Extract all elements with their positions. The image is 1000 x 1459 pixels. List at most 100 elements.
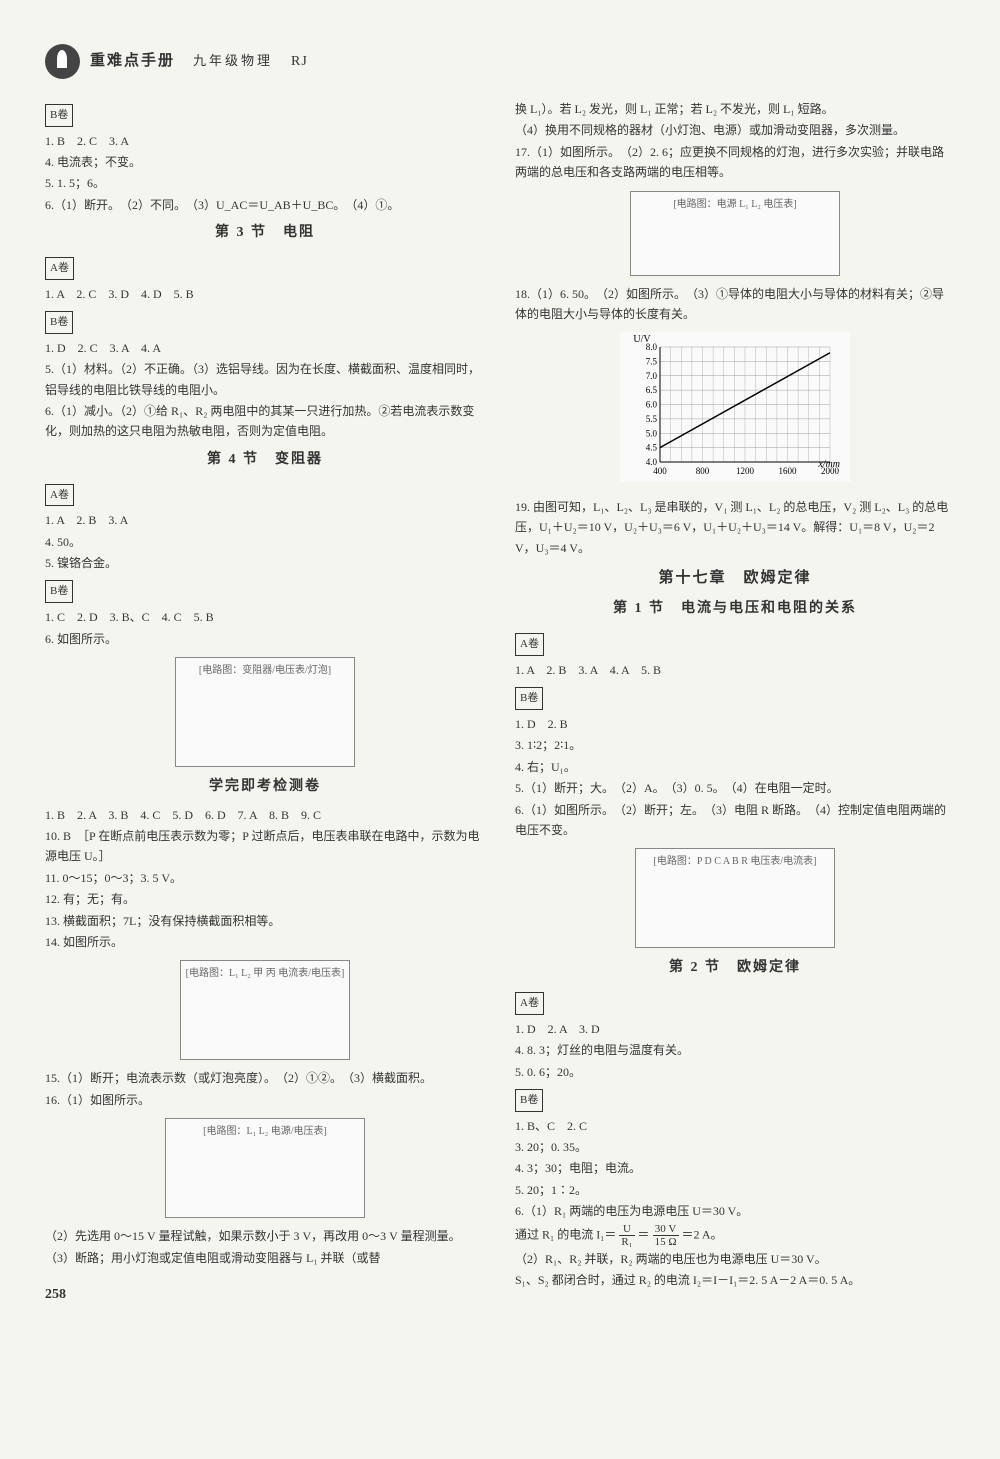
answer-line: 3. 20；0. 35。	[515, 1137, 955, 1157]
answer-line: 16.（1）如图所示。	[45, 1090, 485, 1110]
answer-line: 5.（1）断开；大。 （2）A。 （3）0. 5。 （4）在电阻一定时。	[515, 778, 955, 798]
answer-line: 6.（1）断开。 （2）不同。 （3）U_AC＝U_AB＋U_BC。 （4）①。	[45, 195, 485, 215]
answer-line: 14. 如图所示。	[45, 932, 485, 952]
answer-line: 1. D 2. C 3. A 4. A	[45, 338, 485, 358]
answer-line: 1. C 2. D 3. B、C 4. C 5. B	[45, 607, 485, 627]
answer-line: 10. B ［P 在断点前电压表示数为零；P 过断点后，电压表串联在电路中，示数…	[45, 826, 485, 867]
svg-text:U/V: U/V	[633, 334, 651, 345]
answer-line: 3. 1∶2；2∶1。	[515, 735, 955, 755]
circuit-diagram-icon: [电路图：L₁ L₂ 电源/电压表]	[165, 1118, 365, 1218]
page-header: 重难点手册 九年级物理 RJ	[45, 40, 955, 83]
svg-text:6.5: 6.5	[646, 385, 658, 395]
left-column: B卷 1. B 2. C 3. A 4. 电流表；不变。 5. 1. 5；6。 …	[45, 98, 485, 1307]
answer-line: （4）换用不同规格的器材（小灯泡、电源）或加滑动变阻器，多次测量。	[515, 120, 955, 140]
answer-line: 1. D 2. A 3. D	[515, 1019, 955, 1039]
badge-b: B卷	[45, 311, 73, 334]
section-title-3: 第 3 节 电阻	[45, 221, 485, 245]
answer-line: 1. A 2. B 3. A 4. A 5. B	[515, 660, 955, 680]
answer-line: 18.（1）6. 50。 （2）如图所示。 （3）①导体的电阻大小与导体的材料有…	[515, 284, 955, 325]
fraction-denominator: 15 Ω	[653, 1236, 679, 1248]
svg-text:x/mm: x/mm	[817, 459, 840, 470]
answer-line: （2）R₁、R₂ 并联，R₂ 两端的电压也为电源电压 U＝30 V。	[515, 1249, 955, 1269]
answer-line: 5.（1）材料。（2）不正确。（3）选铝导线。因为在长度、横截面积、温度相同时，…	[45, 359, 485, 400]
figure-5: [电路图：P D C A B R 电压表/电流表]	[515, 848, 955, 948]
answer-line: 12. 有；无；有。	[45, 889, 485, 909]
answer-line: 17.（1）如图所示。 （2）2. 6；应更换不同规格的灯泡，进行多次实验；并联…	[515, 142, 955, 183]
svg-text:7.5: 7.5	[646, 357, 658, 367]
answer-line: 6.（1）如图所示。 （2）断开；左。 （3）电阻 R 断路。 （4）控制定值电…	[515, 800, 955, 841]
answer-line: 1. D 2. B	[515, 714, 955, 734]
chapter-17-title: 第十七章 欧姆定律	[515, 566, 955, 592]
svg-text:5.0: 5.0	[646, 429, 658, 439]
section-17-1-title: 第 1 节 电流与电压和电阻的关系	[515, 597, 955, 621]
svg-text:1600: 1600	[779, 466, 798, 476]
answer-line: 1. B 2. A 3. B 4. C 5. D 6. D 7. A 8. B …	[45, 805, 485, 825]
answer-line: 4. 8. 3；灯丝的电阻与温度有关。	[515, 1040, 955, 1060]
answer-line: 6.（1）减小。（2）①给 R₁、R₂ 两电阻中的其某一只进行加热。②若电流表示…	[45, 401, 485, 442]
answer-line: 15.（1）断开；电流表示数（或灯泡亮度）。 （2）①②。 （3）横截面积。	[45, 1068, 485, 1088]
badge-a: A卷	[45, 257, 74, 280]
fraction-numerator: U	[619, 1223, 634, 1236]
header-subtitle: 九年级物理	[193, 50, 273, 72]
badge-a: A卷	[45, 484, 74, 507]
fraction-denominator: R₁	[619, 1236, 634, 1248]
figure-3: [电路图：L₁ L₂ 电源/电压表]	[45, 1118, 485, 1218]
figure-4: [电路图：电源 L₁ L₂ 电压表]	[515, 191, 955, 276]
answer-line: 1. B、C 2. C	[515, 1116, 955, 1136]
answer-line: 6. 如图所示。	[45, 629, 485, 649]
section-17-2-title: 第 2 节 欧姆定律	[515, 956, 955, 980]
line-chart-icon: 4.04.55.05.56.06.57.07.58.0 400800120016…	[620, 332, 850, 482]
content-columns: B卷 1. B 2. C 3. A 4. 电流表；不变。 5. 1. 5；6。 …	[45, 98, 955, 1307]
answer-line: 5. 1. 5；6。	[45, 173, 485, 193]
answer-line: 6.（1）R₁ 两端的电压为电源电压 U＝30 V。	[515, 1201, 955, 1221]
answer-line: 4. 右；U₁。	[515, 757, 955, 777]
circuit-diagram-icon: [电路图：L₁ L₂ 甲 丙 电流表/电压表]	[180, 960, 350, 1060]
fraction-numerator: 30 V	[653, 1223, 679, 1236]
section-title-4: 第 4 节 变阻器	[45, 448, 485, 472]
answer-line: 5. 0. 6；20。	[515, 1062, 955, 1082]
badge-a: A卷	[515, 992, 544, 1015]
svg-text:4.5: 4.5	[646, 443, 658, 453]
header-edition: RJ	[291, 50, 308, 74]
circuit-diagram-icon: [电路图：变阻器/电压表/灯泡]	[175, 657, 355, 767]
test-title: 学完即考检测卷	[45, 775, 485, 799]
answer-line: 5. 20；1∶2。	[515, 1180, 955, 1200]
right-column: 换 L₁）。若 L₂ 发光，则 L₁ 正常；若 L₂ 不发光，则 L₁ 短路。 …	[515, 98, 955, 1307]
svg-text:6.0: 6.0	[646, 400, 658, 410]
badge-b: B卷	[45, 104, 73, 127]
badge-b: B卷	[45, 580, 73, 603]
answer-line: 4. 3；30；电阻；电流。	[515, 1158, 955, 1178]
svg-text:1200: 1200	[736, 466, 755, 476]
fraction: 30 V 15 Ω	[653, 1223, 679, 1248]
chart-figure: 4.04.55.05.56.06.57.07.58.0 400800120016…	[515, 332, 955, 488]
answer-line: （2）先选用 0～15 V 量程试触，如果示数小于 3 V，再改用 0～3 V …	[45, 1226, 485, 1246]
answer-line: （3）断路；用小灯泡或定值电阻或滑动变阻器与 L₁ 并联（或替	[45, 1248, 485, 1268]
answer-line: 5. 镍铬合金。	[45, 553, 485, 573]
answer-line: 4. 电流表；不变。	[45, 152, 485, 172]
badge-b: B卷	[515, 687, 543, 710]
answer-line: 13. 横截面积；7L；没有保持横截面积相等。	[45, 911, 485, 931]
header-title: 重难点手册	[90, 49, 175, 75]
fraction: U R₁	[619, 1223, 634, 1248]
circuit-diagram-icon: [电路图：P D C A B R 电压表/电流表]	[635, 848, 835, 948]
circuit-diagram-icon: [电路图：电源 L₁ L₂ 电压表]	[630, 191, 840, 276]
answer-line: 19. 由图可知，L₁、L₂、L₃ 是串联的，V₁ 测 L₁、L₂ 的总电压，V…	[515, 497, 955, 558]
figure-1: [电路图：变阻器/电压表/灯泡]	[45, 657, 485, 767]
figure-2: [电路图：L₁ L₂ 甲 丙 电流表/电压表]	[45, 960, 485, 1060]
answer-line: 1. B 2. C 3. A	[45, 131, 485, 151]
svg-text:800: 800	[696, 466, 710, 476]
badge-b: B卷	[515, 1089, 543, 1112]
text-fragment: ＝2 A。	[682, 1227, 723, 1241]
svg-text:400: 400	[653, 466, 667, 476]
answer-line: 1. A 2. C 3. D 4. D 5. B	[45, 284, 485, 304]
svg-text:7.0: 7.0	[646, 371, 658, 381]
answer-line: 通过 R₁ 的电流 I₁＝ U R₁ ＝ 30 V 15 Ω ＝2 A。	[515, 1223, 955, 1248]
header-logo-icon	[45, 44, 80, 79]
text-fragment: 通过 R₁ 的电流 I₁＝	[515, 1227, 616, 1241]
page-number: 258	[45, 1283, 485, 1307]
badge-a: A卷	[515, 633, 544, 656]
answer-line: 1. A 2. B 3. A	[45, 510, 485, 530]
svg-text:5.5: 5.5	[646, 414, 658, 424]
answer-line: 4. 50。	[45, 532, 485, 552]
answer-line: 换 L₁）。若 L₂ 发光，则 L₁ 正常；若 L₂ 不发光，则 L₁ 短路。	[515, 99, 955, 119]
